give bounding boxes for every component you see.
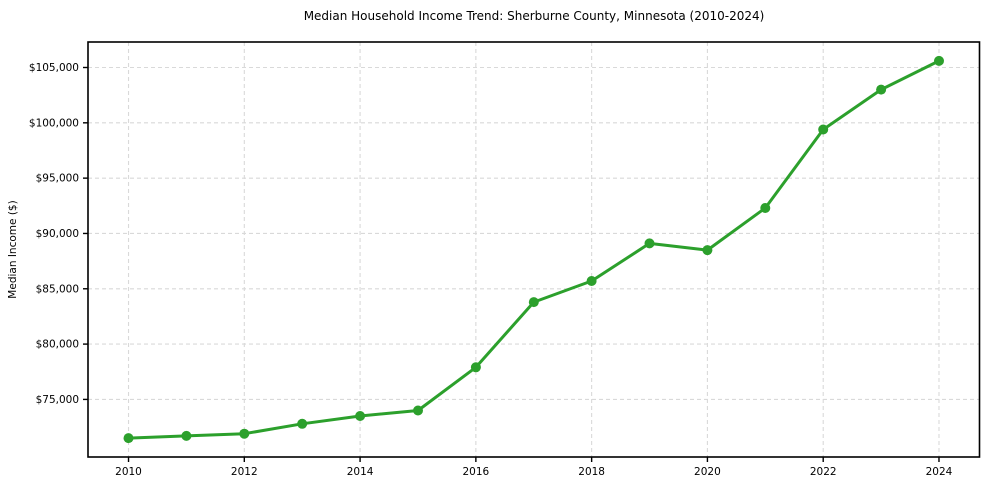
data-point-2010: [123, 433, 134, 444]
x-tick-label: 2016: [462, 466, 489, 478]
data-point-2022: [818, 124, 829, 135]
y-tick-label: $80,000: [36, 339, 79, 351]
data-point-2014: [355, 411, 366, 421]
y-tick-label: $85,000: [36, 283, 79, 295]
plot-area: [88, 42, 980, 457]
data-point-2021: [760, 203, 771, 213]
x-tick-label: 2014: [347, 466, 374, 478]
y-tick-label: $90,000: [36, 228, 79, 240]
y-tick-label: $95,000: [36, 173, 79, 185]
x-tick-label: 2012: [231, 466, 258, 478]
data-point-2013: [297, 418, 308, 429]
y-tick-label: $75,000: [36, 394, 79, 406]
y-tick-label: $105,000: [29, 62, 79, 74]
data-point-2017: [528, 297, 539, 308]
data-point-2016: [470, 362, 481, 373]
plot-border: [87, 41, 981, 458]
data-point-2020: [702, 245, 713, 256]
data-point-2015: [413, 405, 423, 416]
x-tick-label: 2020: [694, 466, 721, 478]
data-point-2018: [586, 276, 597, 286]
data-point-2024: [934, 55, 944, 66]
x-tick-label: 2024: [926, 466, 953, 478]
data-point-2011: [181, 430, 192, 441]
x-tick-label: 2010: [115, 466, 142, 478]
x-tick-label: 2022: [810, 466, 837, 478]
x-tick-label: 2018: [578, 466, 605, 478]
y-axis-label: Median Income ($): [7, 200, 19, 298]
chart-title: Median Household Income Trend: Sherburne…: [303, 9, 765, 23]
data-point-2019: [644, 238, 655, 249]
data-point-2023: [876, 84, 887, 95]
data-point-2012: [239, 428, 250, 439]
y-tick-label: $100,000: [29, 117, 79, 129]
